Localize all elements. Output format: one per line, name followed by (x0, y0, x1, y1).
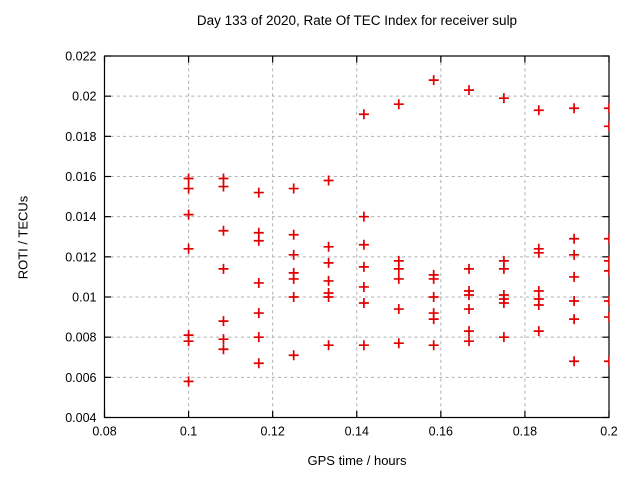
data-point-marker (323, 241, 334, 252)
data-point-marker (569, 249, 580, 260)
x-tick-label: 0.08 (92, 425, 116, 439)
data-point-marker (288, 249, 299, 260)
y-tick-label: 0.014 (65, 210, 96, 224)
data-point-marker (498, 263, 509, 274)
data-point-marker (218, 225, 229, 236)
data-point-marker (569, 233, 580, 244)
y-tick-label: 0.004 (65, 411, 96, 425)
data-point-marker (253, 235, 264, 246)
data-point-marker (253, 358, 264, 369)
y-tick-label: 0.006 (65, 371, 96, 385)
data-point-marker (498, 93, 509, 104)
data-point-marker (428, 292, 439, 302)
data-point-marker (428, 340, 439, 351)
data-point-marker (323, 275, 334, 286)
y-tick-label: 0.018 (65, 130, 96, 144)
y-tick-label: 0.016 (65, 170, 96, 184)
data-point-marker (393, 99, 404, 110)
data-point-marker (218, 263, 229, 274)
data-point-marker (464, 304, 475, 315)
data-point-marker (464, 336, 475, 347)
data-point-marker (464, 289, 475, 300)
data-point-marker (393, 273, 404, 284)
y-tick-label: 0.008 (65, 331, 96, 345)
data-point-marker (393, 304, 404, 315)
data-point-marker (464, 85, 475, 96)
data-point-marker (569, 296, 580, 307)
y-tick-label: 0.022 (65, 50, 96, 64)
data-point-marker (358, 211, 369, 222)
data-point-marker (183, 243, 194, 254)
data-point-marker (604, 312, 610, 323)
data-point-marker (358, 340, 369, 351)
data-point-marker (218, 334, 229, 345)
data-point-marker (393, 338, 404, 349)
data-point-marker (288, 350, 299, 361)
data-point-marker (218, 316, 229, 327)
data-point-marker (604, 121, 610, 132)
data-point-marker (498, 332, 509, 343)
data-point-marker (428, 273, 439, 284)
data-point-marker (358, 298, 369, 309)
data-point-marker (498, 298, 509, 309)
data-point-marker (604, 103, 610, 114)
data-point-marker (533, 300, 544, 311)
data-point-marker (288, 229, 299, 240)
data-point-marker (288, 292, 299, 302)
data-point-marker (253, 277, 264, 288)
data-point-marker (323, 175, 334, 186)
y-tick-label: 0.01 (72, 291, 96, 305)
y-tick-label: 0.02 (72, 90, 96, 104)
x-axis-title: GPS time / hours (307, 453, 407, 468)
data-point-marker (569, 314, 580, 325)
data-point-marker (358, 261, 369, 272)
data-point-marker (288, 183, 299, 194)
data-point-marker (604, 296, 610, 307)
data-point-marker (183, 376, 194, 387)
chart-title: Day 133 of 2020, Rate Of TEC Index for r… (196, 13, 518, 28)
data-point-marker (569, 271, 580, 282)
x-tick-label: 0.1 (180, 425, 197, 439)
data-point-marker (604, 233, 610, 244)
data-point-marker (183, 173, 194, 184)
data-point-marker (253, 187, 264, 198)
x-tick-label: 0.2 (600, 425, 617, 439)
data-point-marker (464, 263, 475, 274)
x-tick-label: 0.14 (345, 425, 369, 439)
y-tick-label: 0.012 (65, 250, 96, 264)
data-point-marker (428, 75, 439, 86)
x-tick-label: 0.18 (513, 425, 537, 439)
data-point-marker (253, 332, 264, 343)
data-point-marker (218, 344, 229, 355)
data-point-marker (604, 255, 610, 266)
data-point-marker (533, 105, 544, 116)
data-point-marker (323, 292, 334, 302)
data-point-marker (604, 356, 610, 367)
data-point-marker (358, 281, 369, 292)
data-point-marker (218, 181, 229, 192)
data-point-marker (183, 183, 194, 194)
data-points (183, 75, 610, 387)
data-point-marker (533, 247, 544, 258)
data-point-marker (428, 314, 439, 325)
data-point-marker (288, 273, 299, 284)
data-point-marker (358, 109, 369, 120)
data-point-marker (393, 263, 404, 274)
data-point-marker (533, 326, 544, 337)
data-point-marker (604, 265, 610, 276)
data-point-marker (464, 326, 475, 337)
data-point-marker (323, 257, 334, 268)
data-point-marker (183, 209, 194, 220)
data-point-marker (323, 340, 334, 351)
data-point-marker (183, 336, 194, 347)
data-point-marker (253, 308, 264, 319)
x-tick-label: 0.16 (429, 425, 453, 439)
x-tick-label: 0.12 (260, 425, 284, 439)
data-point-marker (569, 103, 580, 114)
data-point-marker (358, 239, 369, 250)
data-point-marker (569, 356, 580, 367)
